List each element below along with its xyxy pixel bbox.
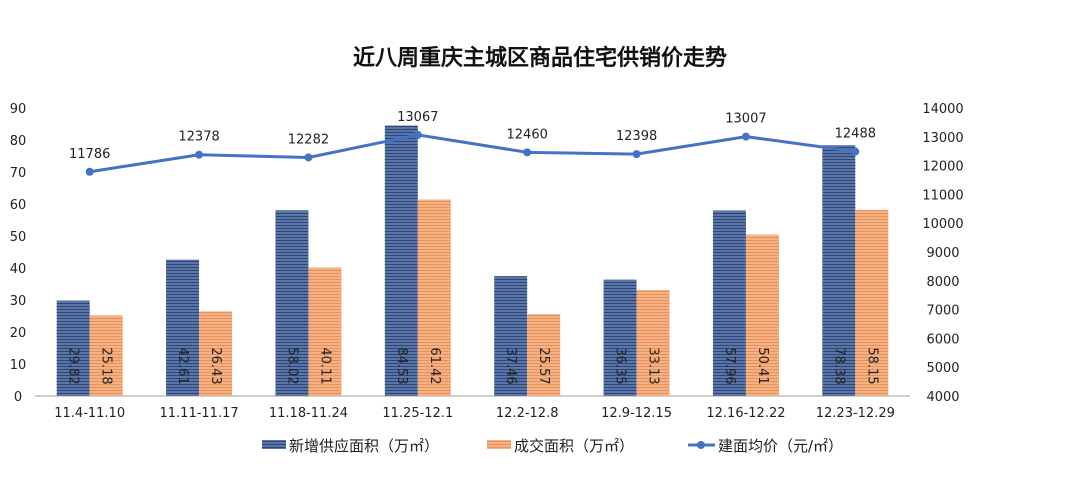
- y-right-tick-label: 11000: [922, 188, 963, 203]
- bar-supply: [56, 300, 90, 396]
- chart-title: 近八周重庆主城区商品住宅供销价走势: [353, 45, 727, 71]
- price-point: [523, 148, 532, 157]
- y-right-tick-label: 12000: [922, 160, 963, 175]
- y-left-tick-label: 60: [10, 198, 27, 213]
- y-right-tick-label: 9000: [926, 246, 959, 261]
- bar-data-label: 26.43: [208, 347, 223, 384]
- bar-data-label: 36.35: [613, 347, 628, 384]
- y-left-tick-label: 90: [10, 102, 27, 117]
- y-left-tick-label: 70: [10, 166, 27, 181]
- price-point: [85, 167, 94, 176]
- bar-supply: [712, 210, 746, 396]
- y-left-tick-label: 40: [10, 262, 27, 277]
- x-tick-label: 11.11-11.17: [160, 406, 239, 421]
- x-tick-label: 12.23-12.29: [816, 406, 895, 421]
- bar-supply: [822, 145, 856, 396]
- bar-data-label: 58.15: [864, 347, 879, 384]
- bar-supply: [275, 210, 309, 396]
- y-left-tick-label: 80: [10, 134, 27, 149]
- bar-sales: [89, 315, 123, 396]
- bar-sales: [308, 267, 342, 396]
- price-data-label: 12378: [178, 130, 219, 145]
- bar-data-label: 25.57: [536, 347, 551, 384]
- bar-data-label: 29.82: [66, 347, 81, 384]
- y-right-tick-label: 13000: [922, 131, 963, 146]
- price-data-label: 13067: [397, 110, 438, 125]
- y-right-tick-label: 4000: [926, 390, 959, 405]
- price-point: [851, 147, 860, 156]
- x-tick-label: 11.25-12.1: [382, 406, 453, 421]
- bar-sales: [417, 199, 451, 396]
- price-data-label: 12282: [288, 132, 329, 147]
- y-left-tick-label: 10: [10, 358, 27, 373]
- price-point: [741, 132, 750, 141]
- y-right-tick-label: 6000: [926, 332, 959, 347]
- bar-data-label: 37.46: [503, 347, 518, 384]
- bar-sales: [855, 209, 889, 396]
- price-data-label: 12460: [507, 127, 548, 142]
- x-tick-label: 12.16-12.22: [706, 406, 785, 421]
- bar-data-label: 33.13: [646, 347, 661, 384]
- x-tick-label: 12.9-12.15: [601, 406, 672, 421]
- bar-data-label: 42.61: [175, 347, 190, 384]
- x-tick-label: 11.4-11.10: [54, 406, 125, 421]
- price-data-label: 12398: [616, 129, 657, 144]
- bar-sales: [636, 289, 670, 396]
- bar-data-label: 78.38: [831, 347, 846, 384]
- y-right-tick-label: 10000: [922, 217, 963, 232]
- price-point: [413, 130, 422, 139]
- legend-marker: [697, 441, 705, 449]
- price-line: [89, 133, 856, 174]
- legend-label: 成交面积（万㎡）: [514, 437, 634, 455]
- bar-data-label: 25.18: [99, 347, 114, 384]
- bar-data-label: 84.53: [394, 347, 409, 384]
- legend-label: 建面均价（元/㎡）: [718, 437, 843, 455]
- y-right-tick-label: 5000: [926, 361, 959, 376]
- x-tick-label: 11.18-11.24: [269, 406, 348, 421]
- y-right-tick-label: 8000: [926, 275, 959, 290]
- bar-data-label: 40.11: [317, 347, 332, 384]
- y-left-tick-label: 30: [10, 294, 27, 309]
- bar-sales: [199, 311, 233, 396]
- y-right-tick-label: 14000: [922, 102, 963, 117]
- bar-supply: [494, 276, 528, 396]
- legend-swatch: [262, 440, 286, 449]
- y-left-tick-label: 50: [10, 230, 27, 245]
- y-left-tick-label: 0: [14, 390, 22, 405]
- bar-supply: [603, 279, 637, 396]
- legend-label: 新增供应面积（万㎡）: [289, 437, 439, 455]
- bar-sales: [745, 234, 779, 396]
- price-point: [195, 150, 204, 159]
- price-data-label: 11786: [69, 147, 110, 162]
- bar-data-label: 58.02: [284, 347, 299, 384]
- price-data-label: 12488: [835, 127, 876, 142]
- bar-data-label: 50.41: [755, 347, 770, 384]
- bar-supply: [166, 259, 200, 396]
- bar-supply: [384, 125, 418, 396]
- y-left-tick-label: 20: [10, 326, 27, 341]
- y-right-tick-label: 7000: [926, 304, 959, 319]
- bar-data-label: 57.96: [722, 347, 737, 384]
- price-point: [304, 153, 313, 162]
- price-data-label: 13007: [725, 112, 766, 127]
- bar-sales: [527, 314, 561, 396]
- bar-data-label: 61.42: [427, 347, 442, 384]
- legend-swatch: [487, 440, 511, 449]
- x-tick-label: 12.2-12.8: [496, 406, 559, 421]
- price-point: [632, 150, 641, 159]
